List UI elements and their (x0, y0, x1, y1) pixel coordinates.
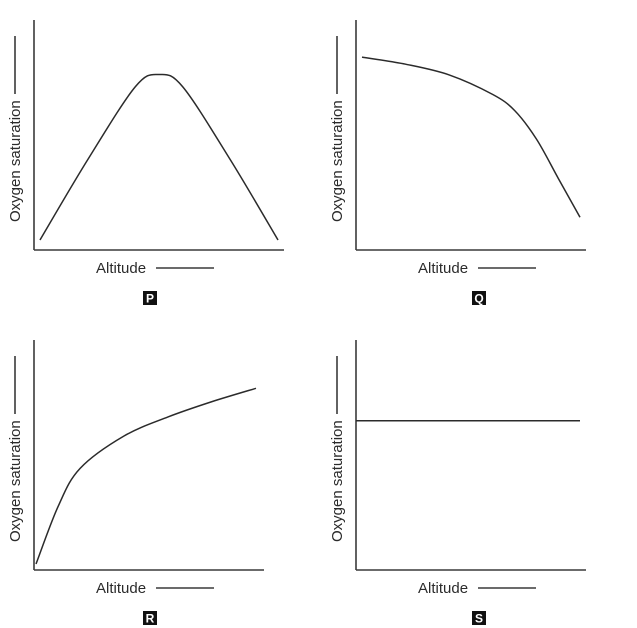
y-axis-label-p: Oxygen saturation (7, 100, 24, 222)
panel-label-r: R (146, 612, 155, 626)
panel-badge-q (472, 291, 486, 305)
panel-badge-s (472, 611, 486, 625)
series-line-p (39, 73, 279, 241)
y-axis-label-r: Oxygen saturation (7, 420, 24, 542)
panel-badge-r (143, 611, 157, 625)
panel-r: Altitude Oxygen saturation R (7, 340, 264, 626)
series-line-r (35, 387, 257, 565)
x-axis-label-p: Altitude (96, 260, 146, 277)
panel-label-s: S (475, 612, 483, 626)
x-axis-label-r: Altitude (96, 580, 146, 597)
panel-badge-p (143, 291, 157, 305)
series-line-q (361, 56, 581, 218)
x-axis-label-q: Altitude (418, 260, 468, 277)
panel-q: Altitude Oxygen saturation Q (329, 20, 586, 306)
y-axis-label-q: Oxygen saturation (329, 100, 346, 222)
panel-label-q: Q (474, 292, 483, 306)
panel-p: Altitude Oxygen saturation P (7, 20, 284, 306)
y-axis-label-s: Oxygen saturation (329, 420, 346, 542)
panel-s: Altitude Oxygen saturation S (329, 340, 586, 626)
x-axis-label-s: Altitude (418, 580, 468, 597)
panel-label-p: P (146, 292, 154, 306)
